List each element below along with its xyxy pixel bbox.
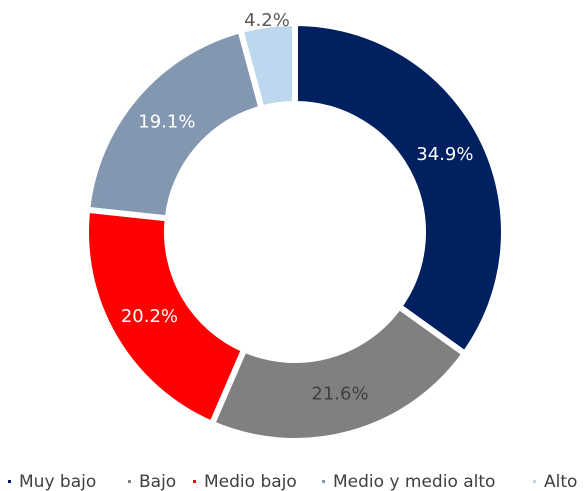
donut-slice [292, 19, 507, 358]
data-label: 20.2% [121, 306, 178, 327]
legend-text: Medio bajo [204, 472, 297, 491]
legend-text: Alto [544, 472, 577, 491]
legend-text: Muy bajo [19, 472, 96, 491]
legend-text: Medio y medio alto [333, 472, 495, 491]
data-label: 19.1% [138, 112, 195, 133]
legend-swatch [193, 480, 196, 483]
donut-slice [236, 19, 298, 113]
donut-slice [83, 206, 249, 428]
data-label: 21.6% [311, 383, 368, 404]
legend-swatch [128, 480, 131, 483]
legend-swatch [533, 480, 536, 483]
legend-swatch [8, 480, 11, 483]
legend-text: Bajo [139, 472, 176, 491]
donut-slice [208, 302, 470, 444]
legend-swatch [322, 480, 325, 483]
data-label: 4.2% [244, 10, 290, 31]
data-label: 34.9% [416, 144, 473, 165]
